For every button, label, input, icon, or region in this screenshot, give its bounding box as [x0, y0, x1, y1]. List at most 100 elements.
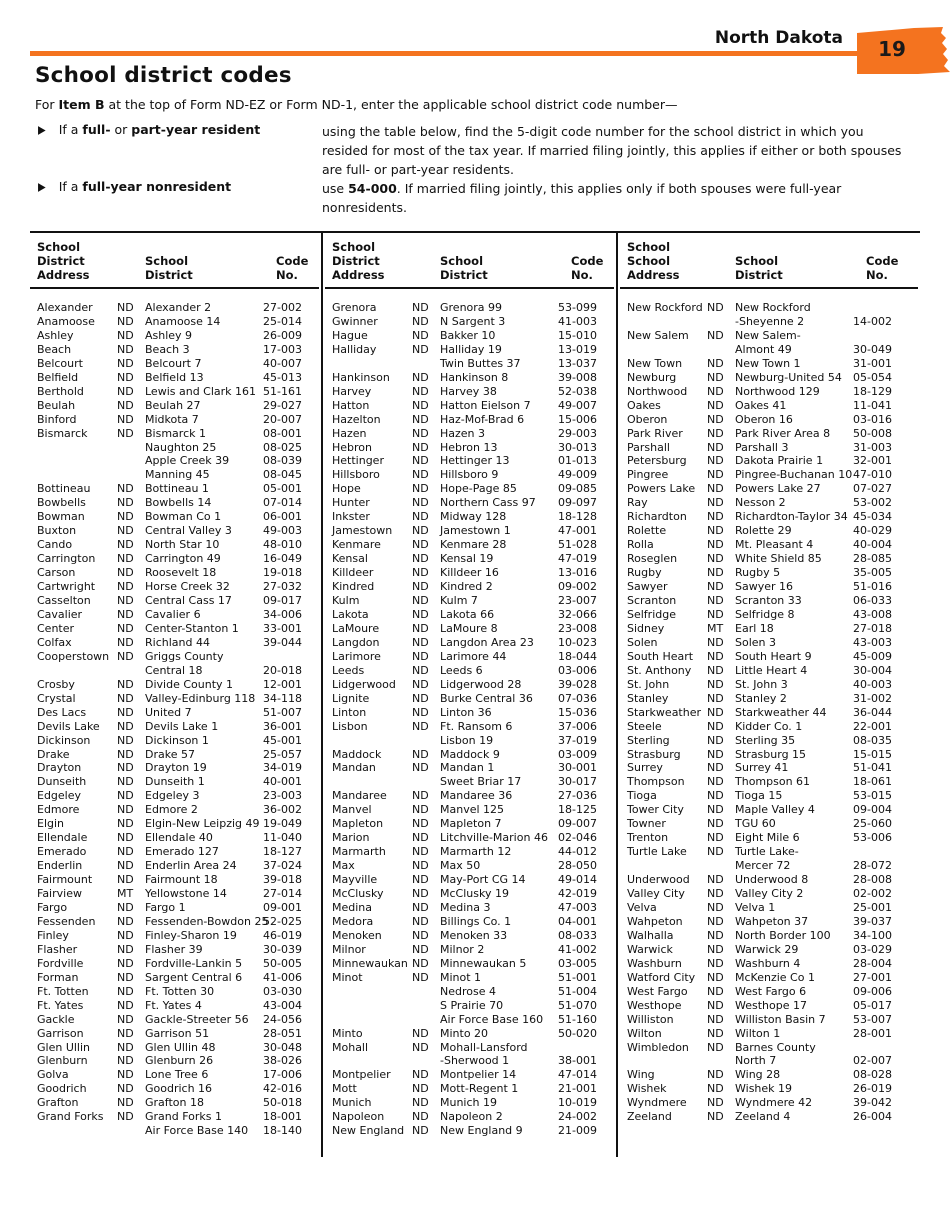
state-cell: ND	[707, 873, 724, 887]
code-cell	[853, 301, 918, 315]
city-cell: Tioga	[627, 789, 657, 803]
code-cell: 15-006	[558, 412, 597, 426]
table-row: Mott ND Mott-Regent 1 21-001	[325, 1082, 614, 1096]
code-cell: 10-019	[558, 1096, 597, 1110]
district-cell: Wilton 1	[735, 1026, 781, 1040]
state-cell: ND	[412, 482, 429, 496]
table-row: Parshall ND Parshall 3 31-003	[620, 441, 918, 455]
code-cell: 04-001	[558, 914, 597, 928]
table-row: Surrey ND Surrey 41 51-041	[620, 761, 918, 775]
city-cell: Oberon	[627, 412, 668, 426]
state-cell	[117, 441, 145, 455]
city-cell: Petersburg	[627, 454, 687, 468]
city-cell: Williston	[627, 1012, 674, 1026]
city-cell: Crystal	[37, 691, 76, 705]
code-cell: 03-006	[558, 663, 597, 677]
code-cell: 43-004	[263, 998, 302, 1012]
city-cell: Mandan	[332, 761, 376, 775]
city-cell: Bottineau	[37, 482, 91, 496]
state-cell: ND	[412, 621, 429, 635]
city-cell: Sawyer	[627, 580, 668, 594]
district-cell: Fairmount 18	[145, 873, 218, 887]
code-cell: 21-001	[558, 1082, 597, 1096]
state-cell: ND	[412, 747, 429, 761]
district-cell: Hebron 13	[440, 440, 498, 454]
city-cell: Gackle	[37, 1012, 75, 1026]
state-cell: ND	[117, 1054, 134, 1068]
city-cell: Ft. Yates	[37, 998, 84, 1012]
table-row: Milnor ND Milnor 2 41-002	[325, 943, 614, 957]
state-cell: ND	[412, 426, 429, 440]
city-cell: St. John	[627, 677, 670, 691]
state-cell: ND	[117, 691, 134, 705]
city-cell	[37, 1124, 117, 1138]
city-cell: Halliday	[332, 342, 377, 356]
city-cell	[332, 734, 412, 748]
state-cell: ND	[707, 594, 724, 608]
district-cell: Kulm 7	[440, 594, 478, 608]
state-cell: ND	[412, 594, 429, 608]
table-row: -Sheyenne 2 14-002	[620, 315, 918, 329]
table-row: Leeds ND Leeds 6 03-006	[325, 664, 614, 678]
state-cell: ND	[707, 301, 724, 314]
city-cell: Starkweather	[627, 705, 702, 719]
code-cell: 37-006	[558, 719, 597, 733]
city-cell: Washburn	[627, 956, 682, 970]
state-cell: ND	[412, 370, 429, 384]
district-cell: New England 9	[440, 1124, 523, 1138]
table-row: Fordville ND Fordville-Lankin 5 50-005	[30, 957, 319, 971]
city-cell: McClusky	[332, 887, 384, 901]
table-row: Walhalla ND North Border 100 34-100	[620, 929, 918, 943]
code-cell: 08-033	[558, 928, 597, 942]
table-row: Williston ND Williston Basin 7 53-007	[620, 1013, 918, 1027]
table-row: Fessenden ND Fessenden-Bowdon 25 52-025	[30, 915, 319, 929]
code-cell: 32-066	[558, 607, 597, 621]
state-cell: ND	[117, 594, 134, 608]
table-row: Oberon ND Oberon 16 03-016	[620, 413, 918, 427]
table-row: Bowbells ND Bowbells 14 07-014	[30, 496, 319, 510]
district-cell: Grenora 99	[440, 301, 503, 314]
table-row: Garrison ND Garrison 51 28-051	[30, 1027, 319, 1041]
bullet-2-label: ▶ If a full-year nonresident	[38, 179, 232, 194]
table-row: Grafton ND Grafton 18 50-018	[30, 1096, 319, 1110]
code-cell: 38-026	[263, 1054, 302, 1068]
table-row: Underwood ND Underwood 8 28-008	[620, 873, 918, 887]
state-cell: ND	[412, 524, 429, 538]
table-row: Buxton ND Central Valley 3 49-003	[30, 524, 319, 538]
state-cell: ND	[412, 398, 429, 412]
city-cell: Oakes	[627, 398, 661, 412]
code-cell: 46-019	[263, 928, 302, 942]
code-cell: 03-005	[558, 956, 597, 970]
table-row: Ft. Totten ND Ft. Totten 30 03-030	[30, 985, 319, 999]
city-cell: Glen Ullin	[37, 1040, 91, 1054]
table-row: Roseglen ND White Shield 85 28-085	[620, 552, 918, 566]
table-row: Ellendale ND Ellendale 40 11-040	[30, 831, 319, 845]
district-cell: Larimore 44	[440, 649, 507, 663]
district-cell: Grand Forks 1	[145, 1110, 223, 1124]
header-school-school-address: School School Address	[627, 240, 680, 282]
table-row: Des Lacs ND United 7 51-007	[30, 706, 319, 720]
table-row: Manvel ND Manvel 125 18-125	[325, 803, 614, 817]
table-row: Sidney MT Earl 18 27-018	[620, 622, 918, 636]
state-cell: ND	[117, 761, 134, 775]
table-row: Sterling ND Sterling 35 08-035	[620, 734, 918, 748]
table-row: Petersburg ND Dakota Prairie 1 32-001	[620, 454, 918, 468]
district-cell: LaMoure 8	[440, 621, 498, 635]
code-cell: 02-046	[558, 831, 597, 845]
table-column-1: School District Address School District …	[30, 233, 319, 1138]
city-cell: Beulah	[37, 398, 76, 412]
state-cell: ND	[707, 454, 724, 468]
state-cell: ND	[707, 384, 724, 398]
table-row: Beach ND Beach 3 17-003	[30, 343, 319, 357]
table-row: Linton ND Linton 36 15-036	[325, 706, 614, 720]
state-cell: ND	[707, 747, 724, 761]
table-row: New Salem ND New Salem-	[620, 329, 918, 343]
table-row: Bismarck ND Bismarck 1 08-001	[30, 427, 319, 441]
table-row: Carrington ND Carrington 49 16-049	[30, 552, 319, 566]
city-cell: Fairmount	[37, 873, 93, 887]
code-cell: 33-001	[263, 621, 302, 635]
district-cell: Midkota 7	[145, 412, 199, 426]
district-cell: Jamestown 1	[440, 524, 511, 538]
city-cell: Minnewaukan	[332, 956, 408, 970]
triangle-bullet-icon: ▶	[38, 181, 46, 194]
